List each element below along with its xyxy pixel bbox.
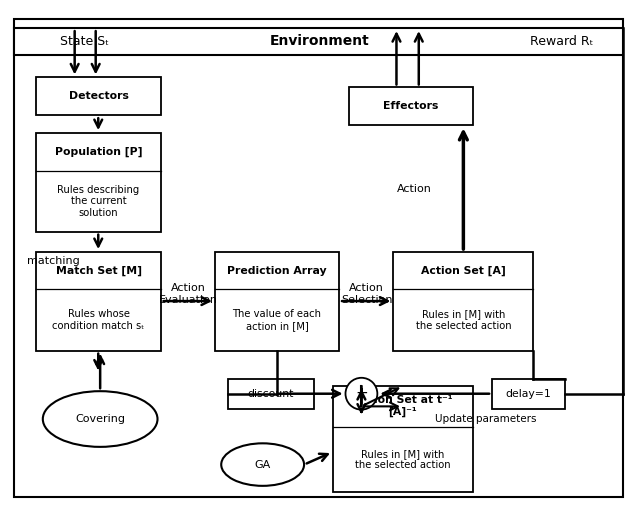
Text: Rules whose
condition match sₜ: Rules whose condition match sₜ <box>52 309 145 331</box>
Text: Action Set at t⁻¹
[A]⁻¹: Action Set at t⁻¹ [A]⁻¹ <box>353 395 452 417</box>
Text: Action Set [A]: Action Set [A] <box>421 266 506 276</box>
Text: Update parameters: Update parameters <box>435 414 536 424</box>
Text: Match Set [M]: Match Set [M] <box>56 266 141 276</box>
Text: Action
Selection: Action Selection <box>340 283 392 305</box>
Text: Action: Action <box>397 184 432 194</box>
Ellipse shape <box>43 391 157 447</box>
Ellipse shape <box>221 443 304 486</box>
Text: Effectors: Effectors <box>383 101 438 111</box>
FancyBboxPatch shape <box>14 19 623 497</box>
Text: Action
Evaluation: Action Evaluation <box>159 283 218 305</box>
Text: +: + <box>355 386 368 401</box>
Text: Prediction Array: Prediction Array <box>227 266 327 276</box>
Text: Environment: Environment <box>270 35 370 48</box>
Text: delay=1: delay=1 <box>506 389 552 399</box>
Text: The value of each
action in [M]: The value of each action in [M] <box>232 309 321 331</box>
Text: Rules in [M] with
the selected action: Rules in [M] with the selected action <box>355 448 451 470</box>
Text: Rules describing
the current
solution: Rules describing the current solution <box>58 185 140 218</box>
FancyBboxPatch shape <box>36 252 161 351</box>
Text: Population [P]: Population [P] <box>55 147 142 157</box>
Text: Covering: Covering <box>75 414 125 424</box>
Text: discount: discount <box>248 389 294 399</box>
Ellipse shape <box>346 378 378 410</box>
FancyBboxPatch shape <box>394 252 534 351</box>
FancyBboxPatch shape <box>349 88 473 125</box>
Text: Detectors: Detectors <box>68 91 129 101</box>
Text: matching: matching <box>27 256 79 266</box>
Text: Rules in [M] with
the selected action: Rules in [M] with the selected action <box>415 309 511 331</box>
Text: Reward Rₜ: Reward Rₜ <box>531 35 594 48</box>
Text: GA: GA <box>255 460 271 470</box>
FancyBboxPatch shape <box>228 379 314 409</box>
FancyBboxPatch shape <box>14 28 623 54</box>
FancyBboxPatch shape <box>36 133 161 232</box>
Text: State Sₜ: State Sₜ <box>60 35 109 48</box>
FancyBboxPatch shape <box>36 77 161 116</box>
FancyBboxPatch shape <box>215 252 339 351</box>
FancyBboxPatch shape <box>492 379 565 409</box>
FancyBboxPatch shape <box>333 386 473 492</box>
